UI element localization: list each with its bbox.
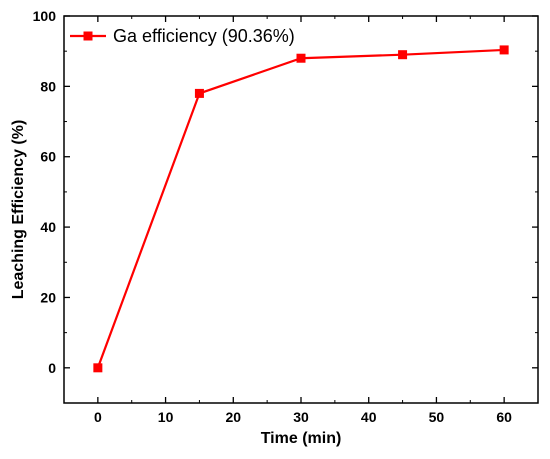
series-line — [96, 48, 505, 369]
y-tick-label: 40 — [40, 219, 56, 235]
legend-label: Ga efficiency (90.36%) — [113, 26, 295, 46]
y-tick-label: 0 — [48, 360, 56, 376]
y-tick-label: 20 — [40, 289, 56, 305]
series-layer — [93, 45, 509, 373]
data-point — [194, 88, 204, 98]
x-tick-label: 30 — [293, 409, 309, 425]
y-axis-title: Leaching Efficiency (%) — [10, 120, 27, 300]
ticks: 0 10 20 30 40 50 60 0 20 40 60 80 100 — [33, 8, 538, 425]
data-point — [398, 50, 408, 60]
x-tick-label: 0 — [94, 409, 102, 425]
x-tick-label: 50 — [429, 409, 445, 425]
y-tick-label: 80 — [40, 78, 56, 94]
x-tick-label: 20 — [225, 409, 241, 425]
data-point — [499, 45, 509, 55]
x-tick-label: 40 — [361, 409, 377, 425]
axes — [63, 15, 539, 404]
legend: Ga efficiency (90.36%) — [70, 26, 295, 46]
plot-frame — [63, 15, 539, 404]
y-tick-label: 60 — [40, 149, 56, 165]
x-tick-label: 60 — [496, 409, 512, 425]
legend-marker — [83, 31, 93, 41]
data-point — [93, 363, 103, 373]
y-tick-label: 100 — [33, 8, 57, 24]
x-tick-label: 10 — [158, 409, 174, 425]
x-axis-title: Time (min) — [261, 430, 342, 447]
data-point — [296, 53, 306, 63]
